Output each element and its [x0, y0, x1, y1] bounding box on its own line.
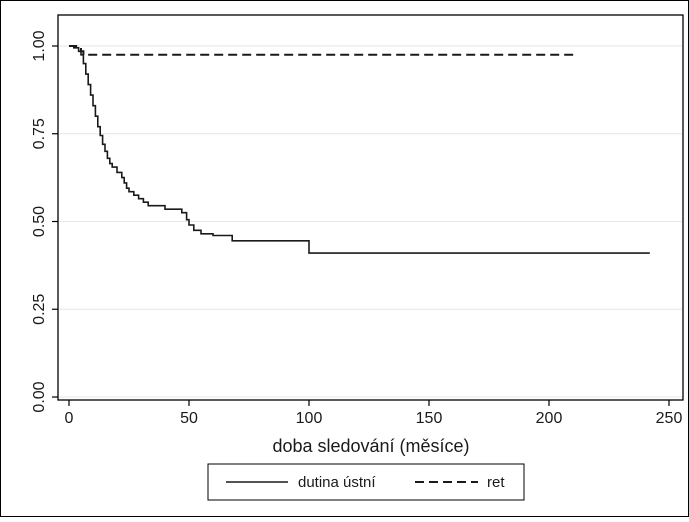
plot-area: [57, 14, 684, 401]
x-tick-label-4: 200: [536, 410, 563, 427]
axis-layer: 0.00 0.25 0.50 0.75 1.00 0 50 100 150 200 250: [31, 30, 682, 427]
x-axis-title: doba sledování (měsíce): [272, 436, 469, 456]
y-tick-label-0: 0.00: [31, 381, 48, 412]
series-line-2: [69, 45, 578, 56]
legend-label-2: ret: [487, 474, 505, 491]
legend-label-1: dutina ústní: [298, 474, 376, 491]
legend: dutina ústní ret: [207, 463, 525, 501]
series-line-1: [69, 45, 650, 254]
x-tick-label-5: 250: [656, 410, 683, 427]
y-tick-label-4: 1.00: [31, 30, 48, 61]
x-tick-label-0: 0: [65, 410, 74, 427]
x-tick-label-2: 100: [296, 410, 323, 427]
grid-layer: [59, 45, 682, 398]
y-tick-label-2: 0.50: [31, 206, 48, 237]
x-tick-label-1: 50: [180, 410, 198, 427]
x-tick-label-3: 150: [416, 410, 443, 427]
y-tick-label-1: 0.25: [31, 294, 48, 325]
series-layer: [69, 45, 650, 254]
y-tick-label-3: 0.75: [31, 118, 48, 149]
